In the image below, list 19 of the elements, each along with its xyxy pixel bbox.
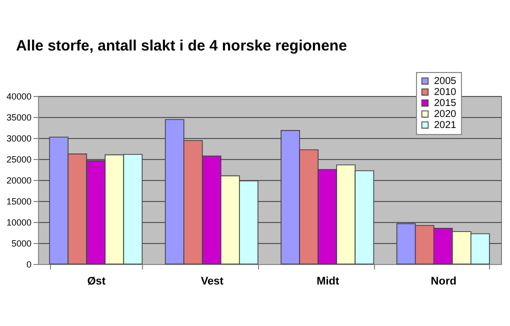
y-tick-label: 10000 [6, 218, 32, 228]
legend-label: 2021 [434, 120, 457, 131]
y-tick-label: 40000 [6, 92, 32, 102]
y-tick-label: 15000 [6, 196, 32, 206]
legend-label: 2005 [434, 76, 457, 87]
chart-title: Alle storfe, antall slakt i de 4 norske regionene [16, 38, 347, 54]
y-tick-label: 5000 [11, 238, 32, 248]
y-tick-label: 35000 [6, 112, 32, 122]
x-tick-label: Vest [200, 276, 224, 288]
x-tick-label: Øst [87, 276, 106, 288]
y-tick-label: 30000 [6, 134, 32, 144]
legend-label: 2020 [434, 109, 457, 120]
x-tick-label: Midt [316, 276, 340, 288]
x-tick-label: Nord [430, 276, 456, 288]
y-tick-label: 20000 [6, 176, 32, 186]
y-tick-label: 25000 [6, 154, 32, 164]
y-tick-label: 0 [26, 260, 32, 270]
legend-label: 2010 [434, 87, 457, 98]
legend-label: 2015 [434, 98, 457, 109]
